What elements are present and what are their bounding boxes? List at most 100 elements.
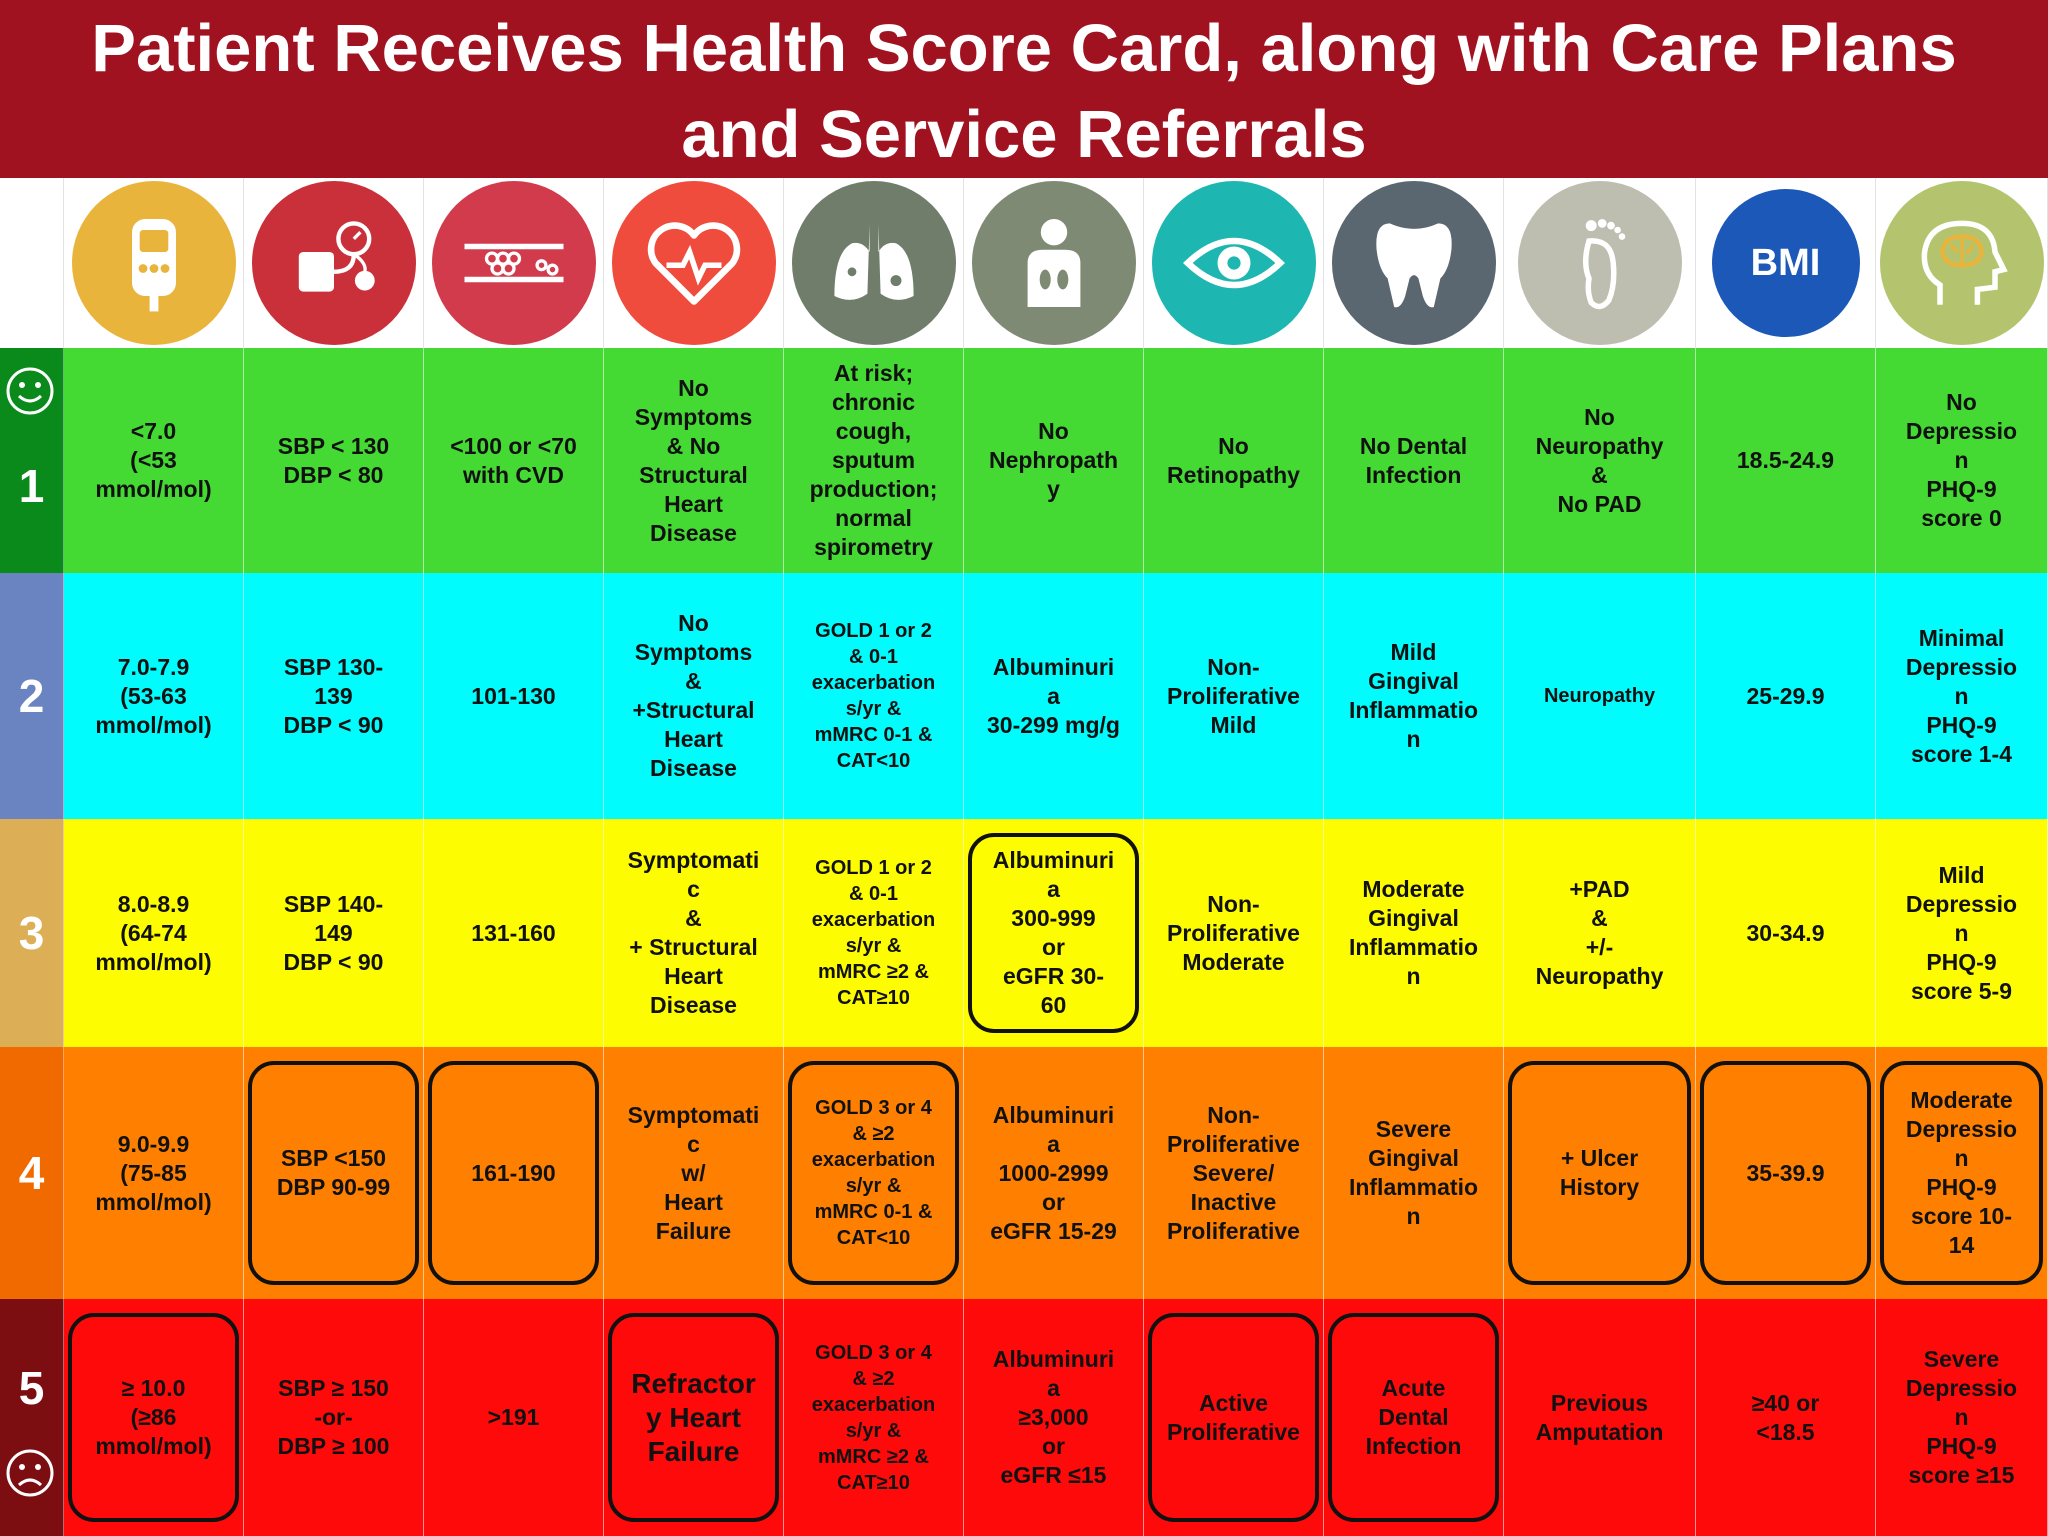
- artery-plaque-icon: [431, 181, 596, 345]
- level-2-label: 2: [0, 573, 64, 819]
- blood-pressure-icon: [251, 181, 416, 345]
- score-cell: GOLD 3 or 4 & ≥2 exacerbation s/yr & mMR…: [784, 1299, 964, 1536]
- cell-text: No Nephropath y: [988, 418, 1119, 502]
- cell-text: ≥ 10.0 (≥86 mmol/mol): [95, 1375, 212, 1459]
- header-tooth: [1324, 178, 1504, 348]
- header-heart: [604, 178, 784, 348]
- cell-text: SBP < 130 DBP < 80: [277, 432, 390, 488]
- cell-text: Severe Gingival Inflammatio n: [1348, 1116, 1479, 1229]
- bmi-label: BMI: [1750, 241, 1821, 284]
- cell-text: GOLD 1 or 2 & 0-1 exacerbation s/yr & mM…: [811, 620, 936, 772]
- cell-text: 161-190: [471, 1159, 556, 1186]
- score-cell: Moderate Depressio n PHQ-9 score 10- 14: [1876, 1047, 2048, 1299]
- highlight-box: + Ulcer History: [1508, 1061, 1691, 1285]
- cell-text: Moderate Depressio n PHQ-9 score 10- 14: [1905, 1087, 2018, 1258]
- score-cell: No Retinopathy: [1144, 348, 1324, 573]
- score-cell: Symptomati c & + Structural Heart Diseas…: [604, 819, 784, 1047]
- header-cholesterol: [424, 178, 604, 348]
- corner-cell: [0, 178, 64, 348]
- highlight-box: Acute Dental Infection: [1328, 1313, 1499, 1522]
- title-banner: Patient Receives Health Score Card, alon…: [0, 0, 2048, 178]
- cell-text: Non- Proliferative Mild: [1167, 653, 1300, 738]
- header-foot: [1504, 178, 1696, 348]
- score-cell: Severe Gingival Inflammatio n: [1324, 1047, 1504, 1299]
- level-number: 4: [18, 1147, 45, 1199]
- cell-text: No Symptoms & No Structural Heart Diseas…: [634, 374, 753, 546]
- bmi-icon: BMI: [1711, 189, 1860, 337]
- cell-text: 131-160: [471, 919, 556, 946]
- cell-text: 8.0-8.9 (64-74 mmol/mol): [95, 890, 212, 975]
- heart-icon: [611, 181, 776, 345]
- level-5-label: 5: [0, 1299, 64, 1536]
- page-title: Patient Receives Health Score Card, alon…: [91, 11, 1957, 172]
- score-cell: Non- Proliferative Mild: [1144, 573, 1324, 819]
- score-cell: ≥ 10.0 (≥86 mmol/mol): [64, 1299, 244, 1536]
- cell-text: No Retinopathy: [1167, 432, 1300, 488]
- score-cell: Albuminuri a 30-299 mg/g: [964, 573, 1144, 819]
- score-cell: 161-190: [424, 1047, 604, 1299]
- smiley-face-icon: [6, 367, 54, 415]
- highlight-box: SBP <150 DBP 90-99: [248, 1061, 419, 1285]
- cell-text: Albuminuri a 30-299 mg/g: [987, 653, 1120, 738]
- score-cell: Non- Proliferative Moderate: [1144, 819, 1324, 1047]
- foot-icon: [1517, 181, 1682, 345]
- score-cell: Refractor y Heart Failure: [604, 1299, 784, 1536]
- cell-text: Acute Dental Infection: [1365, 1375, 1462, 1459]
- score-cell: GOLD 3 or 4 & ≥2 exacerbation s/yr & mMR…: [784, 1047, 964, 1299]
- cell-text: >191: [487, 1404, 540, 1430]
- cell-text: Active Proliferative: [1167, 1389, 1300, 1445]
- cell-text: No Symptoms & +Structural Heart Disease: [632, 610, 755, 781]
- score-cell: Albuminuri a ≥3,000 or eGFR ≤15: [964, 1299, 1144, 1536]
- header-bmi: BMI: [1696, 178, 1876, 348]
- score-cell: 25-29.9: [1696, 573, 1876, 819]
- level-number: 3: [18, 907, 45, 959]
- cell-text: Previous Amputation: [1535, 1389, 1664, 1445]
- score-cell: Severe Depressio n PHQ-9 score ≥15: [1876, 1299, 2048, 1536]
- tooth-icon: [1331, 181, 1496, 345]
- score-cell: No Neuropathy & No PAD: [1504, 348, 1696, 573]
- score-cell: GOLD 1 or 2 & 0-1 exacerbation s/yr & mM…: [784, 819, 964, 1047]
- header-blood-pressure: [244, 178, 424, 348]
- cell-text: At risk; chronic cough, sputum productio…: [809, 360, 938, 560]
- score-cell: 8.0-8.9 (64-74 mmol/mol): [64, 819, 244, 1047]
- header-eye: [1144, 178, 1324, 348]
- cell-text: Moderate Gingival Inflammatio n: [1348, 876, 1479, 989]
- score-cell: Symptomati c w/ Heart Failure: [604, 1047, 784, 1299]
- highlight-box: Refractor y Heart Failure: [608, 1313, 779, 1522]
- cell-text: Albuminuri a 300-999 or eGFR 30- 60: [992, 847, 1115, 1018]
- cell-text: <7.0 (<53 mmol/mol): [95, 418, 212, 502]
- eye-icon: [1151, 181, 1316, 345]
- score-cell: 35-39.9: [1696, 1047, 1876, 1299]
- score-cell: Mild Gingival Inflammatio n: [1324, 573, 1504, 819]
- cell-text: GOLD 1 or 2 & 0-1 exacerbation s/yr & mM…: [811, 857, 936, 1009]
- cell-text: GOLD 3 or 4 & ≥2 exacerbation s/yr & mMR…: [811, 1341, 936, 1494]
- highlight-box: 161-190: [428, 1061, 599, 1285]
- brain-head-icon: [1879, 181, 2044, 345]
- header-mental-health: [1876, 178, 2048, 348]
- cell-text: SBP 130- 139 DBP < 90: [283, 653, 384, 738]
- score-cell: 9.0-9.9 (75-85 mmol/mol): [64, 1047, 244, 1299]
- score-cell: <100 or <70 with CVD: [424, 348, 604, 573]
- score-card-grid: BMI 1 <7.0 (<53 mmol/mol) SBP < 130 DBP …: [0, 178, 2048, 1536]
- score-cell: SBP ≥ 150 -or- DBP ≥ 100: [244, 1299, 424, 1536]
- cell-text: ≥40 or <18.5: [1751, 1389, 1820, 1445]
- level-3-label: 3: [0, 819, 64, 1047]
- highlight-box: ≥ 10.0 (≥86 mmol/mol): [68, 1313, 239, 1522]
- cell-text: Mild Depressio n PHQ-9 score 5-9: [1905, 861, 2018, 1004]
- header-lungs: [784, 178, 964, 348]
- score-cell: No Dental Infection: [1324, 348, 1504, 573]
- score-cell: No Symptoms & No Structural Heart Diseas…: [604, 348, 784, 573]
- score-cell: Mild Depressio n PHQ-9 score 5-9: [1876, 819, 2048, 1047]
- lungs-icon: [791, 181, 956, 345]
- score-cell: No Symptoms & +Structural Heart Disease: [604, 573, 784, 819]
- cell-text: No Neuropathy & No PAD: [1535, 403, 1664, 517]
- score-cell: No Depressio n PHQ-9 score 0: [1876, 348, 2048, 573]
- score-cell: No Nephropath y: [964, 348, 1144, 573]
- score-cell: Active Proliferative: [1144, 1299, 1324, 1536]
- cell-text: 25-29.9: [1746, 682, 1825, 709]
- cell-text: Severe Depressio n PHQ-9 score ≥15: [1905, 1346, 2018, 1488]
- cell-text: SBP ≥ 150 -or- DBP ≥ 100: [277, 1375, 390, 1459]
- kidneys-icon: [971, 181, 1136, 345]
- score-cell: Non- Proliferative Severe/ Inactive Prol…: [1144, 1047, 1324, 1299]
- score-cell: Minimal Depressio n PHQ-9 score 1-4: [1876, 573, 2048, 819]
